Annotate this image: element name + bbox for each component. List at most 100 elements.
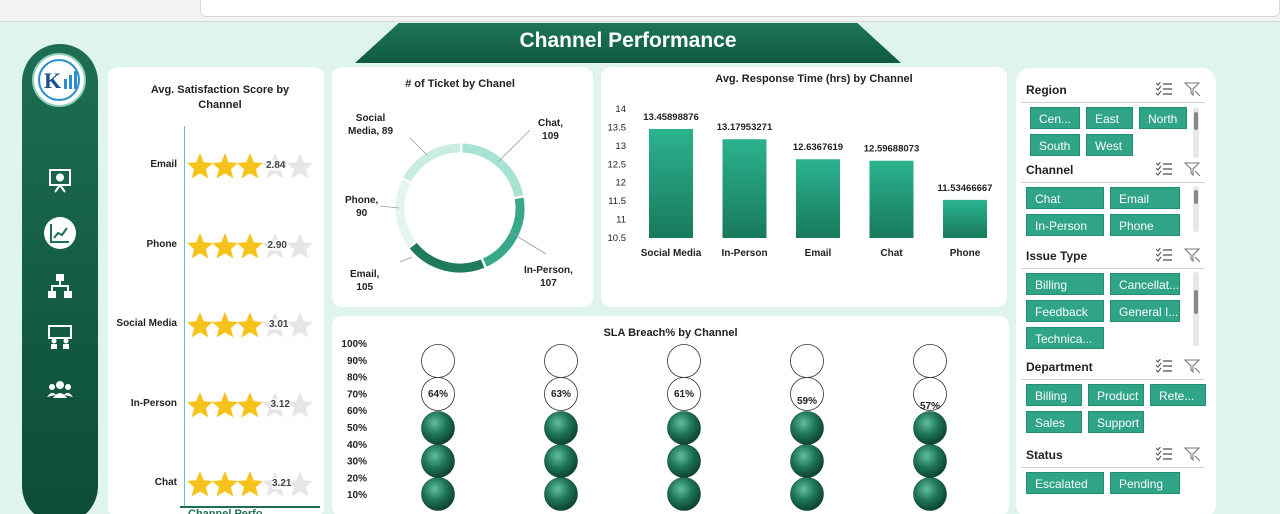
sla-filled-ball xyxy=(790,477,824,511)
star-filled-icon xyxy=(187,391,213,417)
satisfaction-title-line2: Channel xyxy=(198,99,242,111)
y-tick-label: 12.5 xyxy=(608,159,627,170)
formula-bar[interactable] xyxy=(200,0,1280,17)
response-chart: 14 13.5 13 12.5 12 11.5 11 10.5 13.45898876 Socia… xyxy=(608,104,993,259)
filter-button-status[interactable]: Pending xyxy=(1110,472,1180,494)
multi-select-icon[interactable] xyxy=(1155,246,1172,262)
sla-filled-ball xyxy=(667,477,701,511)
filter-button-department[interactable]: Support xyxy=(1088,411,1144,433)
donut-label-line2: 109 xyxy=(542,131,559,142)
sla-filled-ball xyxy=(913,411,947,445)
multi-select-icon[interactable] xyxy=(1155,80,1172,96)
line-chart-icon[interactable] xyxy=(44,217,76,249)
satisfaction-score: 3.21 xyxy=(272,478,292,489)
filter-button-status[interactable]: Escalated xyxy=(1026,472,1104,494)
sla-filled-ball xyxy=(667,411,701,445)
sla-filled-ball xyxy=(913,444,947,478)
clear-filter-icon[interactable] xyxy=(1183,162,1202,177)
filter-title-department: Department xyxy=(1026,360,1093,374)
svg-text:K: K xyxy=(44,68,61,93)
donut-label-line1: Email, xyxy=(350,269,380,280)
bar-value-label: 11.53466667 xyxy=(938,183,993,194)
satisfaction-axis xyxy=(184,126,185,511)
sla-empty-ball xyxy=(667,344,701,378)
donut-label: Phone, 90 xyxy=(345,194,378,220)
star-filled-icon xyxy=(187,153,213,179)
sla-filled-ball xyxy=(913,477,947,511)
star-filled-icon xyxy=(237,232,263,258)
sla-empty-ball xyxy=(544,344,578,378)
satisfaction-card xyxy=(108,67,324,514)
star-filled-icon xyxy=(212,312,238,338)
presentation-icon[interactable] xyxy=(44,164,76,196)
filter-button-issue_type[interactable]: General I... xyxy=(1110,300,1180,322)
sla-filled-ball xyxy=(421,477,455,511)
star-filled-icon xyxy=(237,471,263,497)
page-title: Channel Performance xyxy=(519,29,737,52)
filter-button-department[interactable]: Sales xyxy=(1026,411,1082,433)
filter-button-region[interactable]: Cen... xyxy=(1030,107,1080,129)
star-empty-icon xyxy=(287,312,313,338)
filter-divider xyxy=(1021,268,1205,269)
category-label: Email xyxy=(805,248,832,259)
donut-label-line2: Media, 89 xyxy=(348,126,394,137)
filter-button-channel[interactable]: Phone xyxy=(1110,214,1180,236)
satisfaction-channel-label: Chat xyxy=(154,477,177,488)
filter-tools xyxy=(1155,246,1202,265)
filter-scrollbar[interactable] xyxy=(1193,186,1199,232)
title-banner xyxy=(355,23,901,63)
filter-button-channel[interactable]: Email xyxy=(1110,187,1180,209)
y-tick-label: 14 xyxy=(615,104,626,115)
filter-button-department[interactable]: Product xyxy=(1088,384,1144,406)
sheet-tab[interactable]: Channel Perfo... xyxy=(180,506,320,514)
sla-value-label: 57% xyxy=(920,401,940,412)
satisfaction-channel-label: In-Person xyxy=(130,397,177,409)
star-rating xyxy=(187,391,313,417)
filter-button-region[interactable]: East xyxy=(1086,107,1133,129)
clear-filter-icon[interactable] xyxy=(1183,248,1202,263)
clear-filter-icon[interactable] xyxy=(1183,447,1202,462)
filter-button-channel[interactable]: Chat xyxy=(1026,187,1104,209)
filter-button-issue_type[interactable]: Billing xyxy=(1026,273,1104,295)
y-tick-label: 11 xyxy=(616,215,626,226)
donut-label-line1: Social xyxy=(355,113,386,124)
sla-y-tick: 10% xyxy=(347,490,367,501)
meeting-icon[interactable] xyxy=(44,321,76,353)
multi-select-icon[interactable] xyxy=(1155,357,1172,373)
satisfaction-channel-label: Social Media xyxy=(116,318,177,329)
y-tick-label: 10.5 xyxy=(608,233,627,244)
filter-button-issue_type[interactable]: Cancellat... xyxy=(1110,273,1180,295)
filter-button-region[interactable]: West xyxy=(1086,134,1133,156)
filter-button-department[interactable]: Billing xyxy=(1026,384,1082,406)
filter-button-department[interactable]: Rete... xyxy=(1150,384,1206,406)
bar xyxy=(943,199,987,238)
filter-button-issue_type[interactable]: Feedback xyxy=(1026,300,1104,322)
flowchart-icon[interactable] xyxy=(44,270,76,302)
scroll-thumb[interactable] xyxy=(1194,290,1198,314)
star-rating xyxy=(187,471,313,497)
scroll-thumb[interactable] xyxy=(1194,112,1198,130)
clear-filter-icon[interactable] xyxy=(1183,359,1202,374)
sla-filled-ball xyxy=(421,444,455,478)
filter-button-region[interactable]: South xyxy=(1030,134,1080,156)
satisfaction-score: 2.84 xyxy=(266,160,286,171)
sla-empty-ball xyxy=(913,344,947,378)
multi-select-icon[interactable] xyxy=(1155,160,1172,176)
filter-scrollbar[interactable] xyxy=(1193,108,1199,158)
donut-label-line2: 107 xyxy=(540,278,557,289)
category-label: Chat xyxy=(880,248,903,259)
filter-button-issue_type[interactable]: Technica... xyxy=(1026,327,1104,349)
sla-y-tick: 100% xyxy=(341,339,367,350)
team-icon[interactable] xyxy=(44,374,76,406)
satisfaction-score: 2.90 xyxy=(267,239,287,251)
bar xyxy=(722,139,767,238)
donut-label-line1: In-Person, xyxy=(524,265,573,276)
scroll-thumb[interactable] xyxy=(1194,190,1198,204)
filter-scrollbar[interactable] xyxy=(1193,272,1199,346)
multi-select-icon[interactable] xyxy=(1155,445,1172,461)
filter-button-channel[interactable]: In-Person xyxy=(1026,214,1104,236)
star-empty-icon xyxy=(287,153,313,179)
clear-filter-icon[interactable] xyxy=(1183,82,1202,97)
sla-filled-ball xyxy=(790,411,824,445)
filter-button-region[interactable]: North xyxy=(1139,107,1187,129)
